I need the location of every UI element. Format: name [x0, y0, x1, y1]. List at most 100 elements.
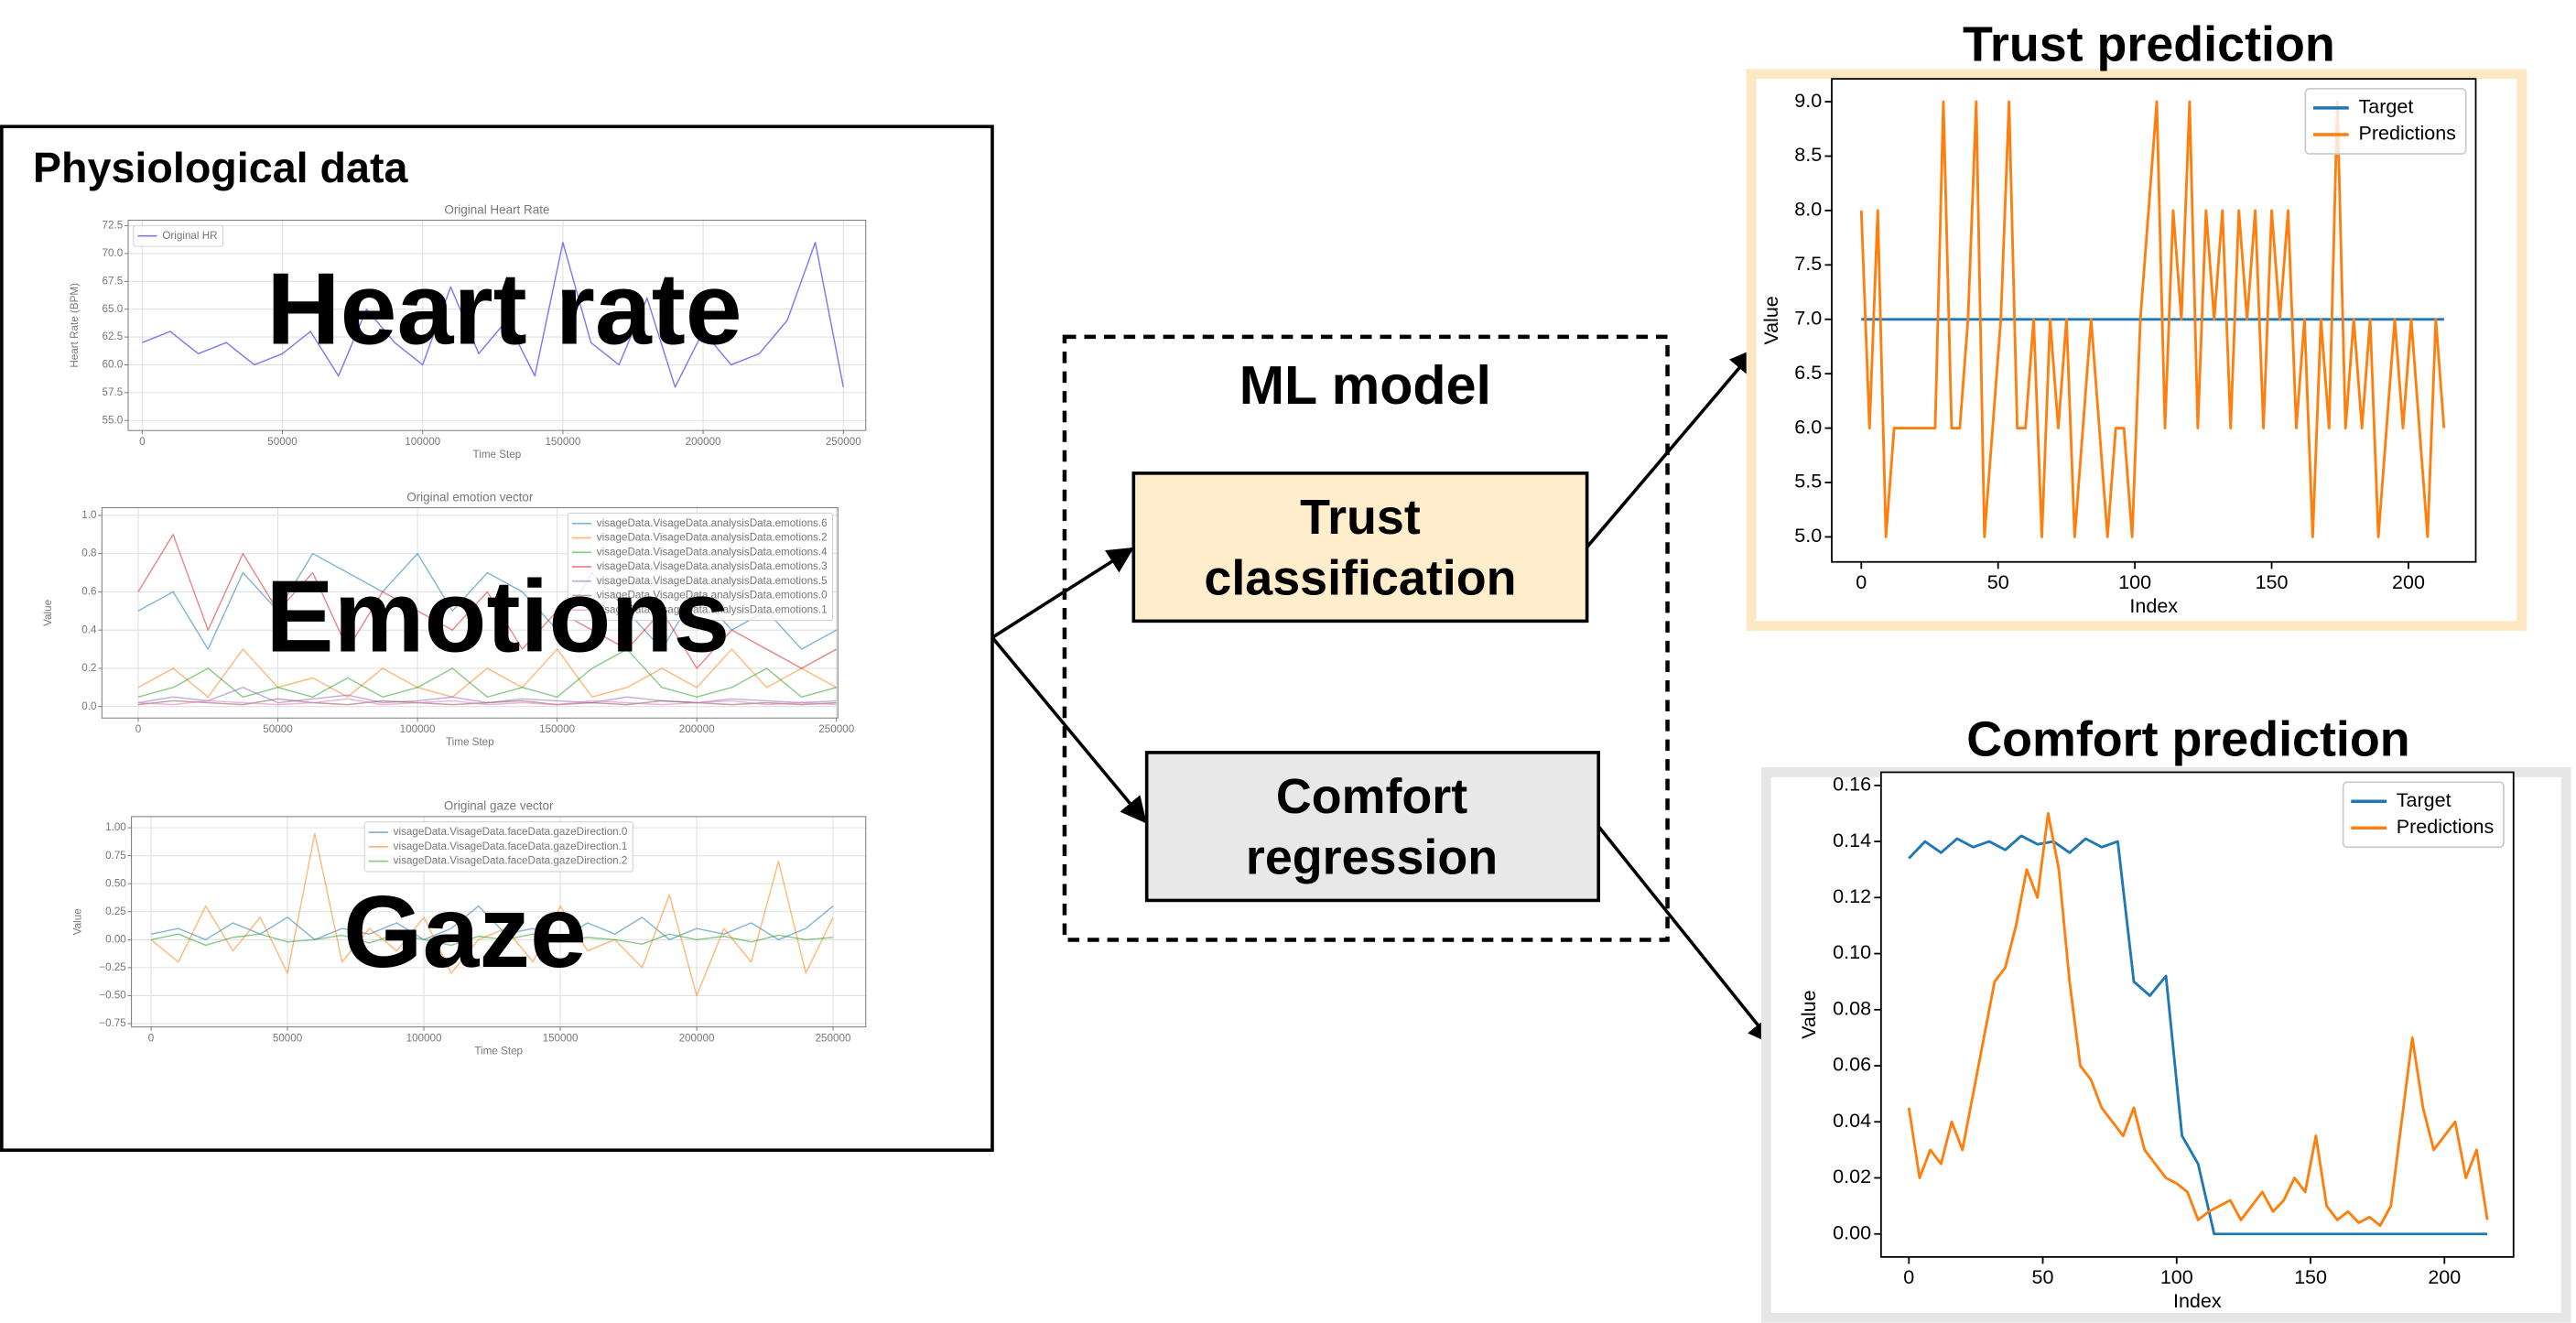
y-tick-label: 0.08 [1833, 997, 1871, 1019]
box-label: Trust [1300, 490, 1421, 545]
y-tick-label: 0.25 [105, 905, 126, 917]
y-tick-label: 8.5 [1794, 144, 1822, 166]
series-line [137, 698, 837, 706]
y-tick-label: 0.02 [1833, 1166, 1871, 1187]
y-tick-label: 0.00 [1833, 1221, 1871, 1243]
x-tick-label: 100000 [406, 1033, 442, 1045]
plot-border [101, 507, 839, 719]
legend: Target Predictions [2304, 88, 2467, 155]
y-tick-label: 60.0 [103, 359, 124, 371]
y-tick-label: 0.75 [105, 850, 126, 862]
series-line [1859, 100, 2446, 538]
series-line [137, 648, 837, 698]
y-tick-label: 0.12 [1833, 885, 1871, 907]
legend-box [133, 224, 223, 247]
y-tick-label: 72.5 [103, 220, 124, 232]
x-tick-label: 250000 [816, 1033, 851, 1045]
x-tick-label: 150 [2256, 571, 2289, 593]
comfort-box [1144, 751, 1600, 903]
legend-label: visageData.VisageData.analysisData.emoti… [597, 532, 828, 544]
legend-label: visageData.VisageData.analysisData.emoti… [597, 517, 828, 529]
x-tick-label: 150000 [543, 1033, 579, 1045]
series-line [150, 933, 834, 947]
series-line [1907, 812, 2489, 1227]
y-tick-label: 6.0 [1794, 416, 1822, 438]
series-line [150, 832, 834, 997]
y-tick-label: 0.16 [1833, 774, 1871, 796]
legend-label: visageData.VisageData.faceData.gazeDirec… [394, 840, 628, 852]
x-tick-label: 250000 [818, 723, 854, 735]
arrow [991, 547, 1134, 639]
x-axis-label: Index [2129, 595, 2178, 617]
overlay-label: Heart rate [266, 252, 741, 366]
plot-border [131, 816, 867, 1028]
chart-title: Original emotion vector [406, 490, 534, 504]
y-tick-label: 7.5 [1794, 253, 1822, 275]
arrow [1596, 825, 1775, 1046]
y-tick-label: 0.50 [105, 877, 126, 889]
y-tick-label: 1.00 [105, 821, 126, 833]
x-tick-label: 0 [139, 436, 146, 448]
model-title: ML model [1239, 354, 1491, 416]
series-line [142, 242, 844, 388]
x-tick-label: 50000 [267, 436, 298, 448]
y-tick-label: 67.5 [103, 275, 124, 287]
box-label: regression [1246, 830, 1498, 885]
series-line [1908, 834, 2488, 1236]
y-tick-label: 1.0 [81, 509, 97, 521]
overlay-label: Emotions [265, 558, 730, 673]
x-tick-label: 0 [1903, 1266, 1914, 1288]
y-tick-label: 6.5 [1794, 362, 1822, 384]
x-tick-label: 0 [1856, 571, 1867, 593]
y-tick-label: 62.5 [103, 331, 124, 342]
y-axis-label: Value [71, 908, 83, 935]
y-tick-label: 5.0 [1794, 525, 1822, 547]
legend: visageData.VisageData.faceData.gazeDirec… [363, 821, 633, 873]
x-tick-label: 250000 [826, 436, 861, 448]
legend-label: Target [2359, 96, 2414, 118]
y-tick-label: −0.75 [99, 1017, 125, 1029]
arrow [1586, 348, 1757, 548]
y-tick-label: 57.5 [103, 386, 124, 398]
plot-border [1831, 78, 2477, 563]
chart-title: Original Heart Rate [444, 202, 549, 216]
plot-border [1879, 771, 2515, 1258]
legend-label: visageData.VisageData.analysisData.emoti… [597, 546, 828, 558]
legend-label: visageData.VisageData.analysisData.emoti… [597, 603, 828, 615]
y-tick-label: 8.0 [1794, 199, 1822, 221]
x-tick-label: 200000 [679, 723, 715, 735]
legend-label: Predictions [2397, 816, 2494, 838]
x-tick-label: 100000 [400, 723, 436, 735]
chart: 0 50000 100000 150000 200000 250000 55.0 57.5 60… [69, 202, 867, 461]
x-tick-label: 50000 [263, 723, 293, 735]
y-tick-label: 0.6 [81, 585, 96, 597]
legend-label: Predictions [2359, 123, 2456, 145]
chart: 0 50000 100000 150000 200000 250000 0.0 0.2 0.4 0… [42, 490, 855, 748]
x-tick-label: 200000 [679, 1033, 715, 1045]
y-tick-label: 0.14 [1833, 830, 1871, 851]
legend-label: visageData.VisageData.faceData.gazeDirec… [394, 855, 628, 867]
legend: visageData.VisageData.analysisData.emoti… [567, 512, 833, 622]
y-tick-label: 0.8 [81, 548, 96, 559]
y-axis-label: Value [1798, 990, 1820, 1038]
y-tick-label: 7.0 [1794, 307, 1822, 329]
x-tick-label: 100000 [405, 436, 440, 448]
legend-label: visageData.VisageData.analysisData.emoti… [597, 560, 828, 572]
y-axis-label: Value [1760, 296, 1782, 344]
x-axis-label: Time Step [446, 736, 494, 748]
legend-label: Target [2397, 789, 2452, 811]
y-tick-label: 0.10 [1833, 941, 1871, 963]
y-tick-label: 65.0 [103, 303, 124, 315]
x-tick-label: 200 [2428, 1266, 2461, 1288]
y-tick-label: 55.0 [103, 414, 124, 426]
x-tick-label: 50 [1987, 571, 2009, 593]
panel-title: Physiological data [33, 144, 409, 191]
chart-title: Comfort prediction [1966, 711, 2409, 766]
y-tick-label: 0.00 [105, 933, 126, 945]
chart-title: Trust prediction [1963, 16, 2335, 71]
y-tick-label: 0.0 [81, 700, 97, 712]
x-axis-label: Time Step [473, 449, 522, 461]
chart-title: Original gaze vector [444, 799, 554, 813]
